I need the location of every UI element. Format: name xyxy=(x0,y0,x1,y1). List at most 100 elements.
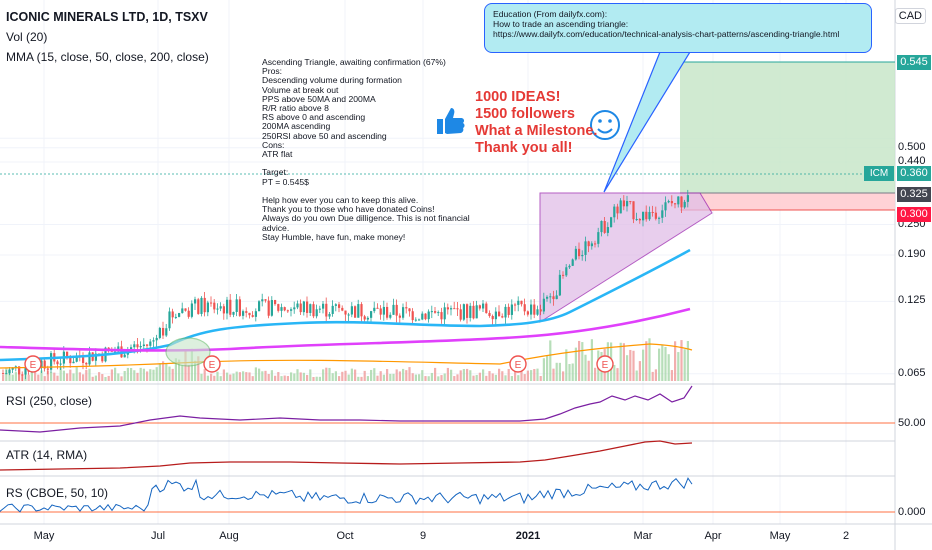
volume-bar xyxy=(658,348,661,381)
volume-bar xyxy=(88,368,91,381)
candle-body xyxy=(565,267,568,276)
candle-body xyxy=(190,303,193,317)
candle-body xyxy=(661,210,664,218)
volume-bar xyxy=(174,358,177,381)
candle-body xyxy=(613,206,616,218)
volume-bar xyxy=(146,371,149,381)
earnings-marker-circle[interactable] xyxy=(509,355,527,373)
volume-bar xyxy=(645,341,648,381)
candle-body xyxy=(133,344,136,348)
candle-body xyxy=(504,306,507,318)
atr-pane-label[interactable]: ATR (14, RMA) xyxy=(6,448,88,462)
ma200-line xyxy=(0,307,691,352)
volume-bar xyxy=(133,370,136,381)
volume-bar xyxy=(181,365,184,381)
candle-body xyxy=(546,296,549,299)
rs-pane-label[interactable]: RS (CBOE, 50, 10) xyxy=(6,486,109,500)
volume-bar xyxy=(488,371,491,381)
rsi-line xyxy=(0,385,693,433)
candle-body xyxy=(8,369,11,374)
volume-bar xyxy=(638,361,641,381)
candle-body xyxy=(235,299,238,312)
volume-bar xyxy=(581,342,584,381)
candle-body xyxy=(2,373,5,375)
earnings-marker-circle[interactable] xyxy=(24,355,42,373)
volume-bar xyxy=(242,371,245,381)
callout-line-1: Education (From dailyfx.com): xyxy=(493,9,608,19)
candle-body xyxy=(174,316,177,318)
volume-bar xyxy=(274,375,277,381)
candle-body xyxy=(446,307,449,310)
volume-bar xyxy=(629,349,632,381)
candle-body xyxy=(146,344,149,346)
earnings-marker-circle[interactable] xyxy=(596,355,614,373)
candle-body xyxy=(645,211,648,220)
volume-bar xyxy=(389,373,392,381)
callout-link[interactable]: https://www.dailyfx.com/education/techni… xyxy=(493,29,840,39)
earnings-marker-circle[interactable] xyxy=(203,355,221,373)
candle-body xyxy=(587,241,590,247)
candle-body xyxy=(392,304,395,315)
candle-body xyxy=(677,196,680,205)
rsi-pane-label[interactable]: RSI (250, close) xyxy=(6,394,93,408)
volume-bar xyxy=(312,376,315,381)
entry-price-tag: 0.325 xyxy=(897,187,931,202)
candle-body xyxy=(283,307,286,311)
currency-button[interactable]: CAD xyxy=(894,8,926,24)
volume-bar xyxy=(78,372,81,381)
volume-bar xyxy=(530,370,533,381)
volume-bar xyxy=(296,369,299,381)
candle-body xyxy=(386,306,389,318)
smiley-icon xyxy=(590,110,620,140)
volume-bar xyxy=(107,375,110,381)
volume-bar xyxy=(504,375,507,381)
candle-body xyxy=(485,303,488,313)
volume-bar xyxy=(149,369,152,381)
candle-body xyxy=(168,311,171,329)
volume-bar xyxy=(398,371,401,381)
candle-body xyxy=(542,298,545,312)
candle-body xyxy=(267,300,270,316)
candle-body xyxy=(14,366,17,368)
candle-body xyxy=(325,303,328,317)
candle-body xyxy=(411,311,414,321)
volume-bar xyxy=(402,368,405,381)
mma-indicator-label[interactable]: MMA (15, close, 50, close, 200, close) xyxy=(6,50,209,64)
candle-body xyxy=(162,327,165,336)
volume-bar xyxy=(283,375,286,381)
callout-pointer xyxy=(603,51,692,193)
time-tick-label: Aug xyxy=(219,530,239,542)
candle-body xyxy=(370,311,373,318)
candle-body xyxy=(229,299,232,315)
candle-body xyxy=(430,311,433,313)
candle-body xyxy=(334,304,337,306)
candle-body xyxy=(606,227,609,233)
earnings-marker-label: E xyxy=(602,360,609,371)
candle-body xyxy=(43,360,46,369)
volume-bar xyxy=(165,363,168,381)
candle-body xyxy=(286,310,289,312)
volume-bar xyxy=(616,368,619,381)
volume-bar xyxy=(590,339,593,381)
candle-body xyxy=(494,311,497,320)
volume-bar xyxy=(14,372,17,381)
candle-body xyxy=(309,304,312,313)
candle-body xyxy=(158,327,161,338)
volume-indicator-label[interactable]: Vol (20) xyxy=(6,30,48,44)
volume-bar xyxy=(446,367,449,381)
candle-body xyxy=(523,304,526,312)
price-tick-label: 0.065 xyxy=(898,366,926,379)
milestone-line-1: 1000 IDEAS! xyxy=(475,89,561,105)
volume-bar xyxy=(619,342,622,381)
candle-body xyxy=(261,299,264,302)
candle-body xyxy=(408,308,411,312)
candle-body xyxy=(293,307,296,310)
candle-body xyxy=(350,306,353,315)
candle-body xyxy=(418,319,421,321)
volume-bar xyxy=(555,362,558,381)
volume-bar xyxy=(341,371,344,381)
volume-bar xyxy=(562,371,565,381)
candle-body xyxy=(280,307,283,311)
